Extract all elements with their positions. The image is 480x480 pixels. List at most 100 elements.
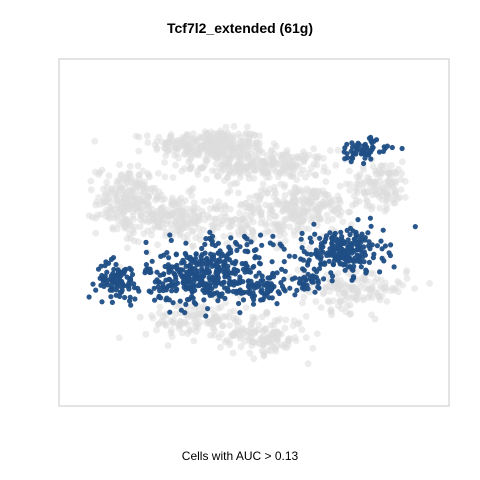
cell-point-highlight bbox=[260, 278, 266, 284]
cell-point-background bbox=[258, 208, 265, 216]
cell-point-background bbox=[368, 203, 376, 211]
cell-point-highlight bbox=[108, 294, 114, 300]
cell-point-background bbox=[260, 327, 268, 334]
cell-point-highlight bbox=[136, 288, 142, 294]
cell-point-highlight bbox=[127, 298, 133, 304]
cell-point-background bbox=[299, 217, 307, 225]
cell-point-highlight bbox=[389, 144, 395, 151]
cell-point-highlight bbox=[261, 282, 267, 288]
cell-point-highlight bbox=[275, 289, 281, 295]
cell-point-background bbox=[332, 161, 340, 169]
cell-point-background bbox=[242, 333, 250, 340]
cell-point-background bbox=[313, 194, 320, 201]
cell-point-background bbox=[211, 319, 219, 327]
cell-point-highlight bbox=[277, 241, 283, 247]
cell-point-background bbox=[126, 162, 134, 170]
cell-point-background bbox=[323, 211, 331, 219]
cell-point-background bbox=[236, 209, 243, 217]
cell-point-highlight bbox=[194, 262, 200, 268]
cell-point-background bbox=[208, 151, 215, 158]
cell-point-highlight bbox=[274, 270, 280, 276]
cell-point-background bbox=[340, 289, 348, 297]
cell-point-background bbox=[294, 222, 302, 230]
cell-point-background bbox=[226, 205, 234, 213]
cell-point-highlight bbox=[327, 230, 333, 236]
cell-point-highlight bbox=[330, 261, 336, 267]
cell-point-background bbox=[248, 227, 256, 235]
cell-point-background bbox=[287, 189, 294, 196]
cell-point-highlight bbox=[348, 159, 354, 165]
cell-point-background bbox=[215, 198, 223, 206]
cell-point-highlight bbox=[342, 145, 348, 151]
cell-point-background bbox=[235, 189, 242, 197]
cell-point-highlight bbox=[163, 277, 169, 283]
cell-point-background bbox=[274, 198, 282, 206]
cell-point-background bbox=[383, 202, 390, 210]
cell-point-highlight bbox=[329, 278, 335, 284]
cell-point-background bbox=[317, 215, 325, 223]
cell-point-highlight bbox=[203, 313, 209, 319]
cell-point-background bbox=[277, 180, 285, 188]
cell-point-background bbox=[311, 171, 319, 179]
cell-point-highlight bbox=[268, 285, 274, 292]
background-cells bbox=[85, 122, 433, 368]
cell-point-highlight bbox=[143, 262, 149, 268]
cell-point-background bbox=[189, 242, 197, 250]
cell-point-background bbox=[289, 170, 297, 178]
cell-point-background bbox=[219, 313, 227, 321]
cell-point-background bbox=[117, 172, 125, 179]
cell-point-background bbox=[307, 200, 314, 207]
cell-point-highlight bbox=[313, 274, 319, 280]
cell-point-highlight bbox=[294, 287, 300, 293]
cell-point-background bbox=[99, 185, 107, 193]
cell-point-highlight bbox=[369, 242, 375, 248]
cell-point-background bbox=[392, 284, 400, 292]
cell-point-background bbox=[248, 333, 256, 341]
cell-point-background bbox=[366, 178, 374, 186]
cell-point-background bbox=[189, 185, 197, 192]
cell-point-highlight bbox=[209, 241, 215, 247]
cell-point-highlight bbox=[264, 290, 270, 297]
cell-point-highlight bbox=[347, 232, 353, 238]
cell-point-background bbox=[141, 199, 149, 207]
cell-point-highlight bbox=[286, 253, 292, 259]
cell-point-highlight bbox=[222, 272, 228, 278]
cell-point-highlight bbox=[314, 252, 320, 258]
cell-point-highlight bbox=[143, 249, 149, 255]
cell-point-background bbox=[172, 161, 180, 169]
cell-point-highlight bbox=[281, 259, 287, 265]
cell-point-highlight bbox=[342, 239, 348, 246]
cell-point-background bbox=[308, 164, 315, 172]
cell-point-background bbox=[302, 154, 310, 162]
cell-point-background bbox=[229, 349, 237, 357]
cell-point-background bbox=[390, 192, 398, 200]
cell-point-background bbox=[281, 237, 289, 245]
cell-point-background bbox=[199, 207, 206, 215]
cell-point-highlight bbox=[336, 254, 342, 260]
cell-point-background bbox=[329, 215, 336, 223]
cell-point-background bbox=[263, 308, 271, 316]
cell-point-background bbox=[376, 204, 384, 212]
cell-point-background bbox=[255, 197, 263, 205]
cell-point-background bbox=[142, 330, 150, 338]
cell-point-highlight bbox=[108, 256, 114, 262]
cell-point-highlight bbox=[213, 258, 219, 264]
cell-point-highlight bbox=[155, 279, 161, 285]
cell-point-highlight bbox=[241, 233, 248, 239]
cell-point-highlight bbox=[202, 269, 208, 275]
cell-point-highlight bbox=[257, 232, 264, 238]
cell-point-background bbox=[273, 335, 281, 343]
cell-point-background bbox=[204, 317, 212, 325]
cell-point-background bbox=[285, 337, 293, 345]
cell-point-highlight bbox=[99, 299, 105, 305]
cell-point-background bbox=[264, 346, 272, 354]
cell-point-background bbox=[197, 142, 205, 150]
cell-point-highlight bbox=[259, 273, 265, 279]
cell-point-highlight bbox=[338, 229, 344, 235]
cell-point-highlight bbox=[312, 231, 318, 237]
cell-point-highlight bbox=[362, 237, 368, 243]
cell-point-background bbox=[182, 197, 189, 205]
cell-point-background bbox=[369, 163, 377, 171]
cell-point-background bbox=[244, 123, 251, 131]
cell-point-highlight bbox=[90, 281, 96, 287]
